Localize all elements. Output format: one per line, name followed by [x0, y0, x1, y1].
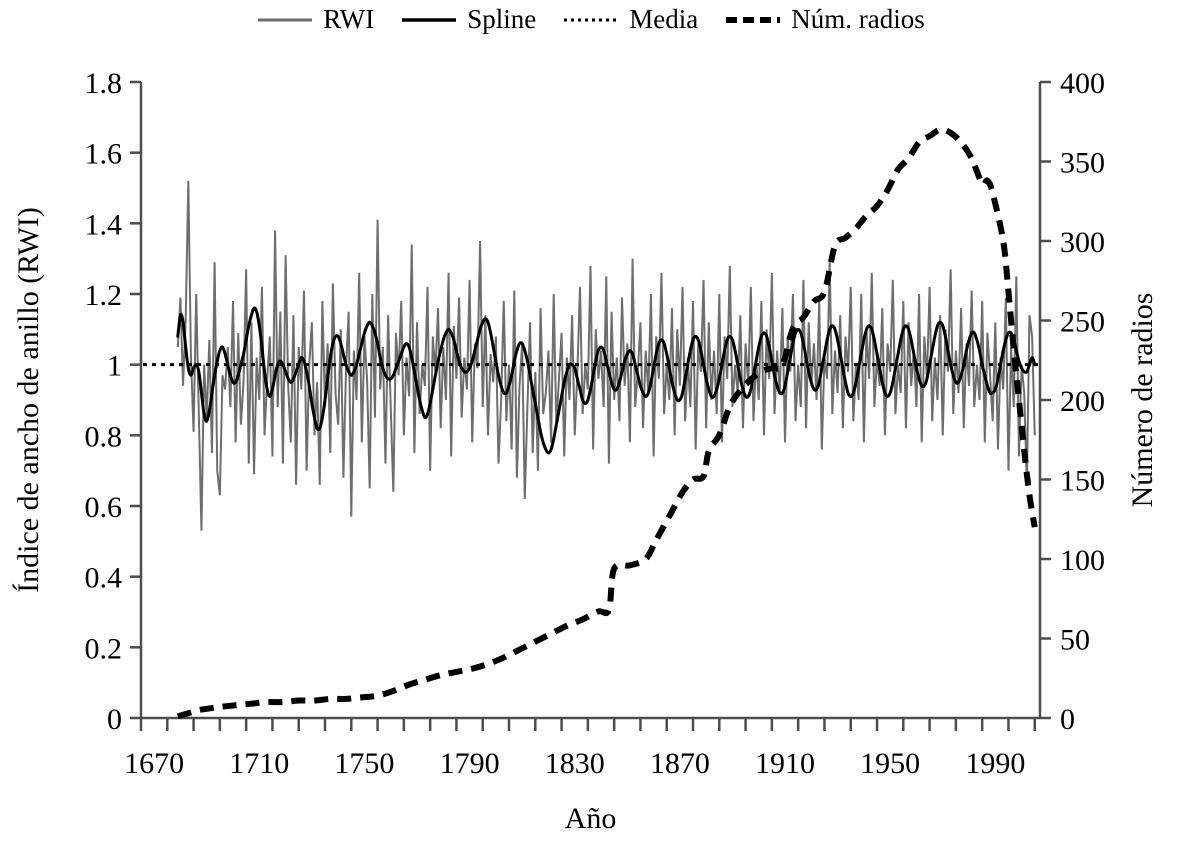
legend-swatch-media — [564, 18, 619, 21]
legend-label-num-radios: Núm. radios — [791, 4, 925, 34]
x-axis-tick-label: 1670 — [124, 747, 184, 780]
y-axis-right-title: Número de radios — [1126, 293, 1159, 508]
y-axis-left-title: Índice de ancho de anillo (RWI) — [12, 207, 45, 593]
legend-item-rwi: RWI — [256, 6, 374, 33]
y-axis-left-tick-label: 1.8 — [85, 67, 123, 100]
legend-item-media: Media — [562, 6, 698, 33]
y-axis-right-tick-label: 100 — [1060, 544, 1105, 577]
x-axis-tick-label: 1790 — [440, 747, 500, 780]
y-axis-left-tick-label: 1.4 — [85, 208, 123, 241]
axis-labels-layer: 0 0.2 0.4 0.6 0.8 1 1.2 1.4 1.6 1.8 0 50 100 150 200 25… — [12, 67, 1159, 835]
y-axis-right-tick-label: 0 — [1060, 703, 1075, 736]
y-axis-left-tick-label: 0.4 — [85, 562, 123, 595]
legend-label-rwi: RWI — [323, 4, 375, 34]
x-axis-title: Año — [565, 802, 617, 835]
series-layer — [143, 126, 1039, 720]
y-axis-right-tick-label: 250 — [1060, 306, 1105, 339]
y-axis-left-tick-label: 0.8 — [85, 420, 123, 453]
legend-item-num-radios: Núm. radios — [724, 4, 925, 34]
legend-item-spline: Spline — [400, 6, 536, 33]
x-axis-tick-label: 1870 — [650, 747, 710, 780]
y-axis-right-tick-label: 150 — [1060, 465, 1105, 498]
y-axis-right-tick-label: 300 — [1060, 226, 1105, 259]
legend-swatch-spline — [402, 17, 457, 22]
y-axis-right-tick-label: 400 — [1060, 67, 1105, 100]
chart-legend: RWI Spline Media Núm. radios — [0, 6, 1181, 33]
legend-label-media: Media — [629, 4, 699, 34]
y-axis-left-tick-label: 1 — [107, 350, 122, 383]
axes-layer — [130, 80, 1051, 731]
series-num-radios-line — [176, 126, 1038, 720]
x-axis-tick-label: 1950 — [860, 747, 920, 780]
y-axis-left-tick-label: 0 — [107, 703, 122, 736]
y-axis-right-tick-label: 50 — [1060, 624, 1090, 657]
y-axis-right-tick-label: 350 — [1060, 147, 1105, 180]
y-axis-left-tick-label: 1.6 — [85, 138, 123, 171]
series-spline-line — [176, 306, 1037, 455]
x-axis-tick-label: 1830 — [545, 747, 605, 780]
x-axis-tick-label: 1910 — [755, 747, 815, 780]
x-axis-tick-label: 1990 — [965, 747, 1025, 780]
legend-swatch-rwi — [258, 18, 313, 21]
y-axis-left-tick-label: 1.2 — [85, 279, 123, 312]
y-axis-right-tick-label: 200 — [1060, 385, 1105, 418]
y-axis-left-tick-label: 0.6 — [85, 491, 123, 524]
legend-swatch-num-radios — [726, 16, 781, 23]
x-axis-tick-label: 1710 — [229, 747, 289, 780]
y-axis-left-tick-label: 0.2 — [85, 632, 123, 665]
x-axis-tick-label: 1750 — [334, 747, 394, 780]
legend-label-spline: Spline — [467, 4, 537, 34]
